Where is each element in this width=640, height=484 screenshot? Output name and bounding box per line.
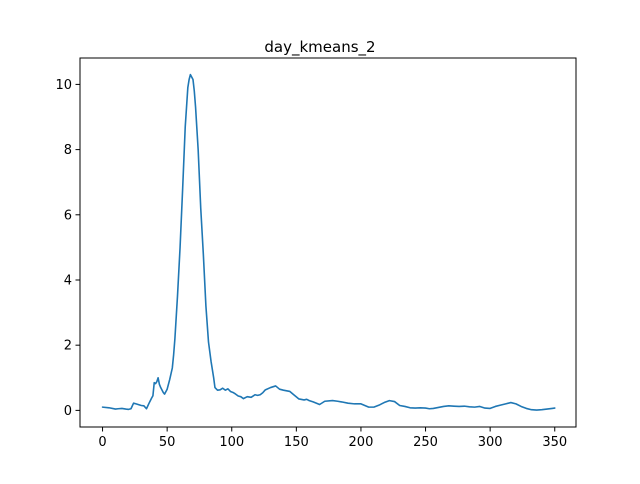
y-tick-label: 8 bbox=[64, 143, 72, 158]
y-tick-label: 0 bbox=[64, 404, 72, 419]
y-tick-label: 2 bbox=[64, 339, 72, 354]
x-tick-label: 0 bbox=[98, 435, 106, 450]
y-tick-label: 10 bbox=[55, 78, 72, 93]
x-tick-label: 250 bbox=[413, 435, 438, 450]
y-tick-label: 4 bbox=[64, 273, 72, 288]
x-tick-label: 50 bbox=[159, 435, 176, 450]
plot-frame bbox=[79, 57, 577, 428]
x-tick-label: 150 bbox=[284, 435, 309, 450]
x-tick-label: 300 bbox=[478, 435, 503, 450]
chart-title: day_kmeans_2 bbox=[264, 38, 375, 57]
y-tick-label: 6 bbox=[64, 208, 72, 223]
y-axis: 0 2 4 6 8 10 bbox=[55, 78, 80, 419]
x-tick-label: 200 bbox=[349, 435, 374, 450]
x-axis: 0 50 100 150 200 250 300 350 bbox=[98, 427, 567, 450]
x-tick-label: 100 bbox=[219, 435, 244, 450]
series-line bbox=[101, 73, 556, 411]
x-tick-label: 350 bbox=[542, 435, 567, 450]
series-layer bbox=[101, 73, 556, 411]
